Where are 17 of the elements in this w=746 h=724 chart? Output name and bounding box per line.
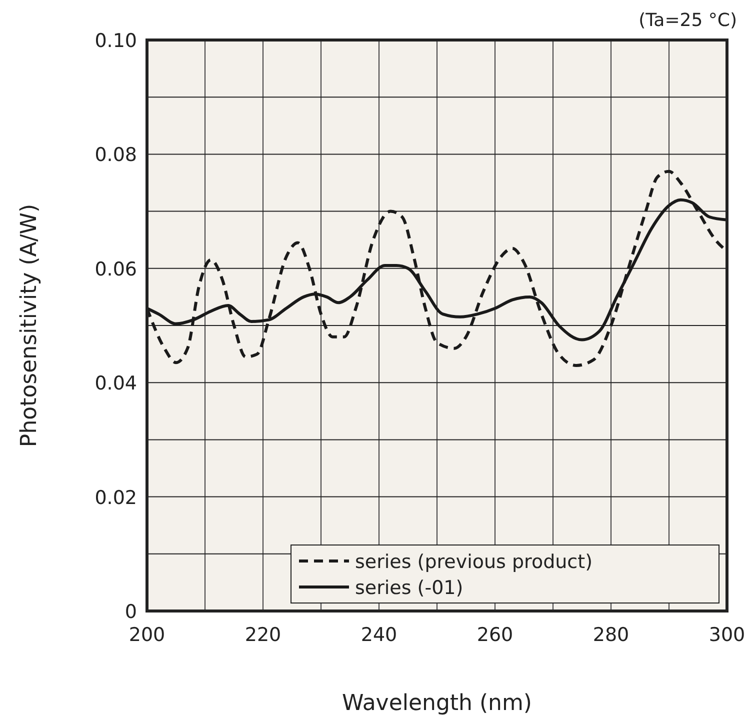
legend-label: series (-01) — [355, 577, 464, 599]
legend-label: series (previous product) — [355, 551, 592, 573]
x-tick-label: 300 — [708, 624, 746, 646]
y-tick-label: 0.08 — [94, 144, 137, 166]
y-tick-label: 0.10 — [94, 30, 137, 52]
x-tick-label: 200 — [128, 624, 166, 646]
x-tick-label: 220 — [244, 624, 282, 646]
y-tick-label: 0.02 — [94, 486, 137, 509]
y-tick-label: 0 — [124, 601, 137, 623]
text: (Ta=25 °C) — [638, 10, 737, 31]
x-axis-title: Wavelength (nm) — [342, 691, 532, 716]
x-tick-label: 240 — [360, 624, 398, 646]
x-tick-label: 260 — [476, 624, 514, 646]
y-tick-label: 0.06 — [94, 258, 137, 280]
x-tick-label: 280 — [592, 624, 630, 646]
y-tick-label: 0.04 — [94, 372, 137, 395]
y-axis-title: Photosensitivity (A/W) — [17, 204, 42, 448]
